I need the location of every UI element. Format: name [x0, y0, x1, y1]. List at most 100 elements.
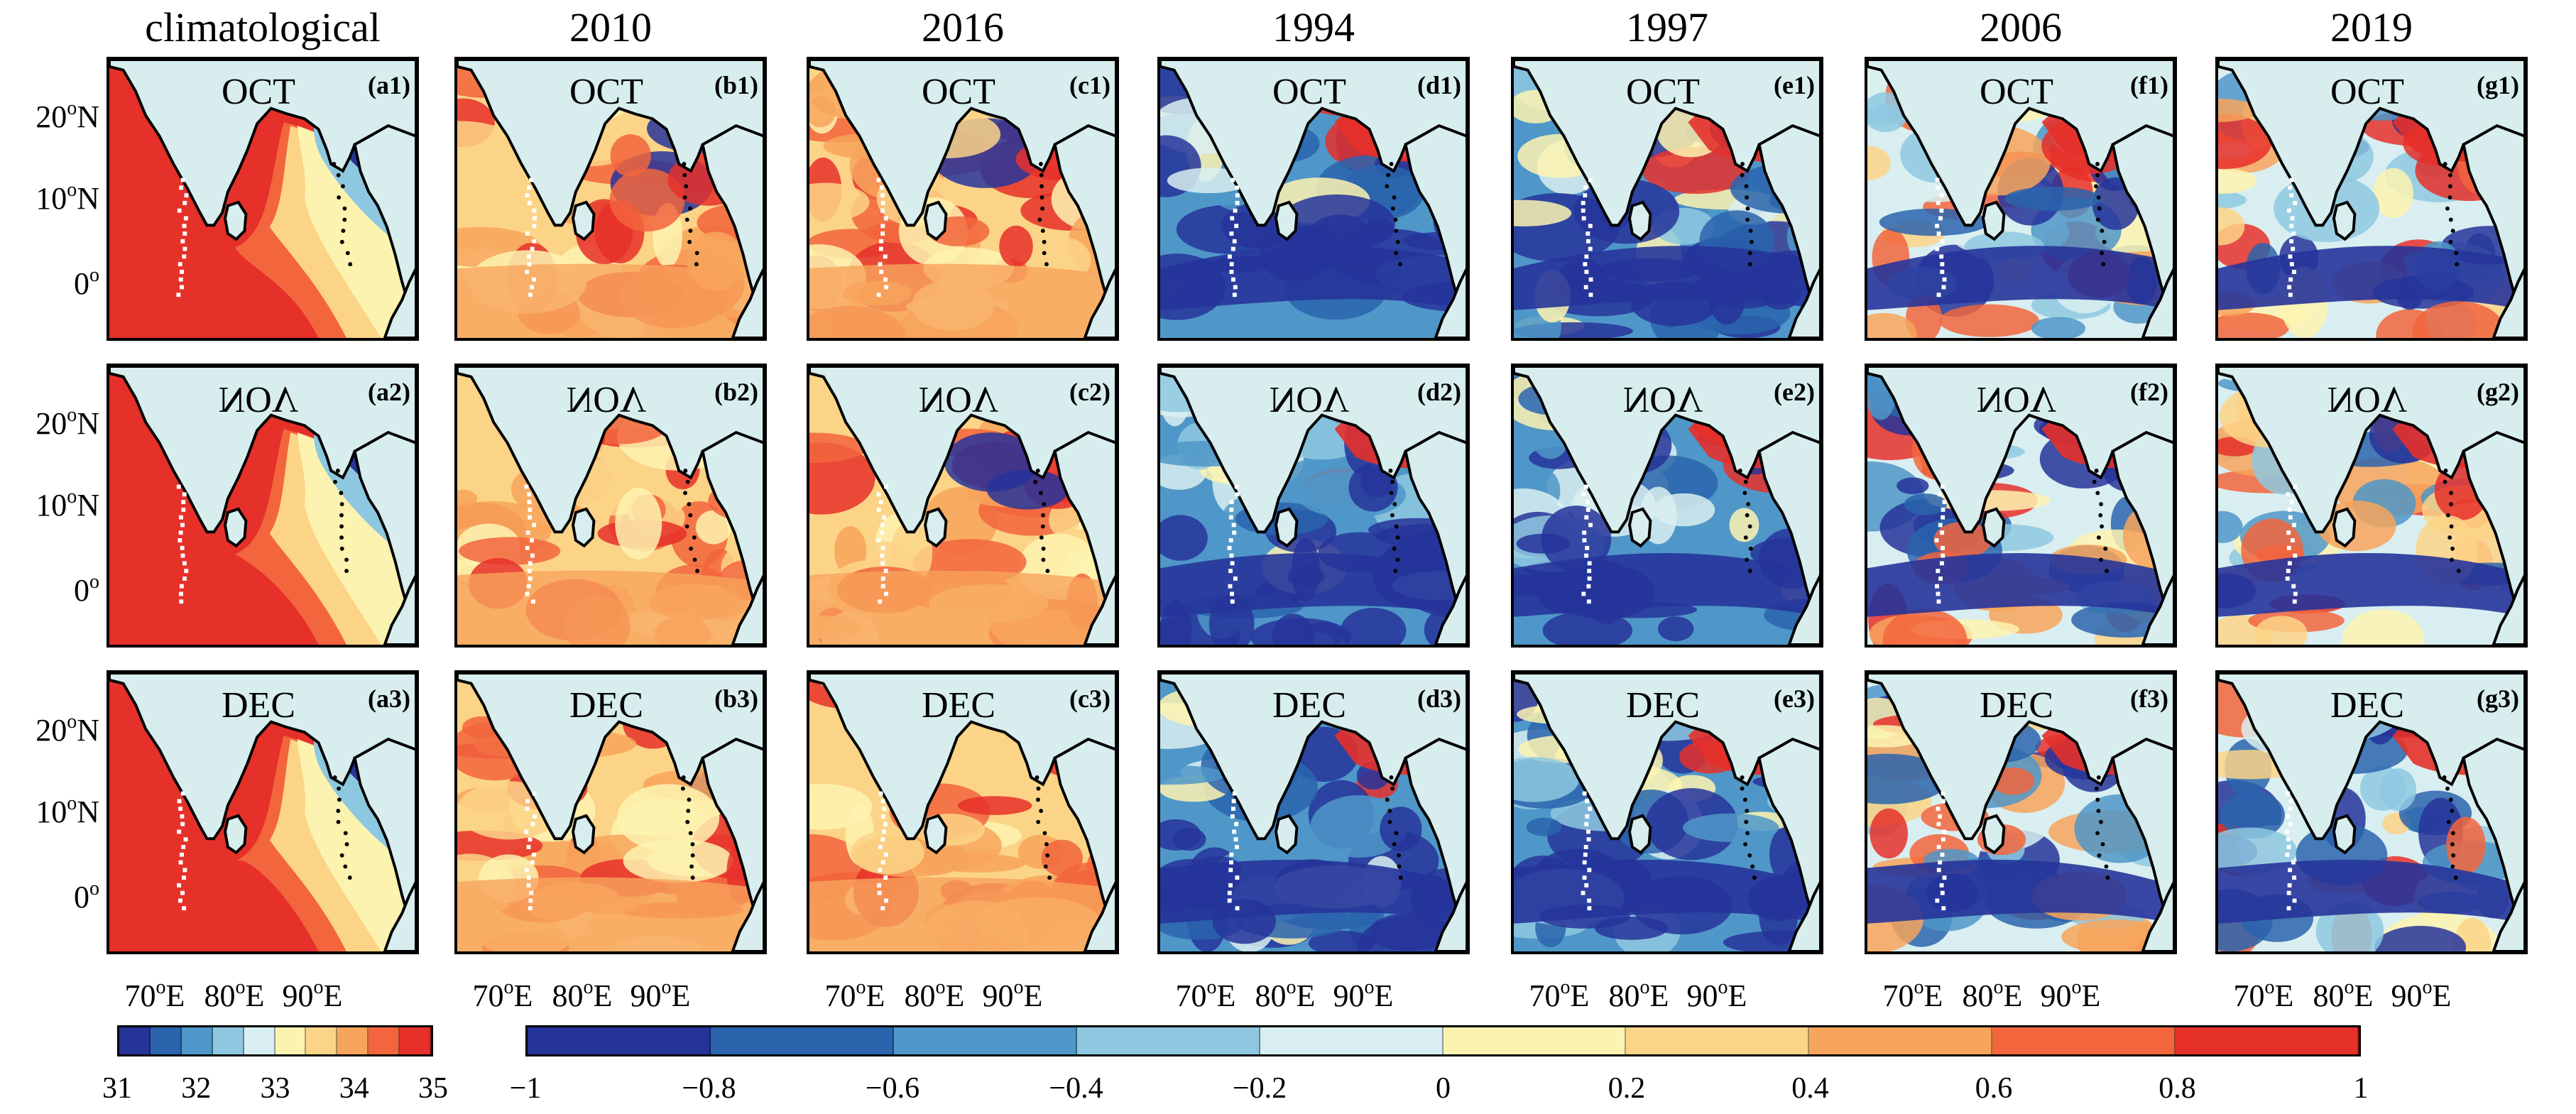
island-marker — [1583, 845, 1588, 849]
island-marker — [1586, 829, 1590, 834]
island-marker — [530, 599, 535, 604]
island-marker — [688, 206, 692, 211]
map-panel: DEC (f3) — [1865, 670, 2177, 954]
island-marker — [2292, 898, 2297, 903]
colorbar-tick: 31 — [102, 1072, 132, 1105]
tick-degree: 70 — [824, 978, 856, 1013]
sri-lanka — [2332, 507, 2357, 548]
island-marker — [182, 254, 187, 259]
island-marker — [2447, 173, 2452, 178]
tick-degree: 20 — [36, 406, 67, 441]
island-marker — [1394, 831, 1399, 836]
island-marker — [2289, 500, 2294, 505]
island-marker — [1388, 469, 1393, 473]
island-marker — [2286, 845, 2291, 849]
island-marker — [1940, 890, 1945, 895]
island-marker — [178, 860, 183, 865]
tick-degree: 80 — [1255, 978, 1287, 1013]
island-marker — [2450, 229, 2455, 234]
colorbar-segment — [181, 1027, 213, 1054]
tick-degree: 70 — [1882, 978, 1914, 1013]
tick-degree: 70 — [2233, 978, 2265, 1013]
island-marker — [878, 868, 883, 873]
island-marker — [332, 775, 337, 780]
island-marker — [180, 890, 185, 895]
anomaly-patch — [695, 510, 731, 545]
map-field — [2218, 366, 2525, 645]
island-marker — [526, 883, 531, 888]
tick-degree: 70 — [124, 978, 156, 1013]
island-marker — [1941, 837, 1945, 842]
island-marker — [681, 775, 686, 780]
island-marker — [1229, 852, 1234, 857]
island-marker — [182, 561, 187, 566]
anomaly-band — [1160, 552, 1467, 617]
island-marker — [1940, 484, 1945, 489]
colorbar-segment — [400, 1027, 432, 1054]
island-marker — [1938, 814, 1943, 819]
island-marker — [180, 523, 185, 528]
map-field — [1514, 60, 1821, 338]
panel-label: (g3) — [2477, 684, 2519, 713]
island-marker — [1583, 852, 1588, 857]
colorbar-segment — [1260, 1027, 1443, 1054]
sri-lanka — [923, 814, 948, 855]
island-marker — [1743, 842, 1748, 847]
island-marker — [527, 500, 532, 505]
anomaly-patch — [609, 168, 685, 232]
anomaly-patch — [1642, 146, 1750, 195]
colorbar-tick: −0.4 — [1049, 1072, 1103, 1105]
island-marker — [2286, 569, 2291, 574]
colorbar-segment — [119, 1027, 151, 1054]
anomaly-patch — [1526, 817, 1562, 836]
island-marker — [1942, 277, 1947, 282]
island-marker — [1942, 500, 1947, 505]
island-marker — [1746, 502, 1751, 506]
anomaly-patch — [2446, 817, 2486, 874]
colorbar-segment — [212, 1027, 244, 1054]
island-marker — [2448, 217, 2453, 222]
island-marker — [685, 479, 690, 484]
island-marker — [526, 584, 531, 589]
island-marker — [881, 814, 885, 819]
island-marker — [1389, 162, 1394, 166]
island-marker — [177, 208, 182, 213]
island-marker — [1235, 185, 1240, 190]
island-marker — [879, 269, 884, 274]
island-marker — [689, 546, 694, 551]
island-marker — [525, 807, 530, 812]
island-marker — [177, 829, 182, 834]
tick-hemisphere: E — [1923, 978, 1943, 1013]
y-tick-label: 10oN — [7, 180, 99, 217]
island-marker — [2287, 883, 2292, 888]
island-marker — [694, 251, 699, 256]
colorbar-segment — [710, 1027, 894, 1054]
panel-label: (a3) — [368, 684, 410, 713]
island-marker — [1582, 791, 1587, 796]
island-marker — [2289, 178, 2294, 182]
anomaly-patch — [2218, 114, 2272, 170]
island-marker — [1228, 254, 1232, 259]
island-marker — [883, 821, 888, 826]
x-tick-label: 90oE — [618, 978, 703, 1014]
island-marker — [1940, 561, 1944, 566]
tick-degree: 10 — [36, 488, 67, 523]
land-mass — [2492, 574, 2525, 645]
anomaly-band — [1160, 246, 1467, 310]
y-tick-label: 10oN — [7, 794, 99, 830]
island-marker — [1233, 837, 1238, 842]
panel-label: (g1) — [2477, 71, 2519, 99]
island-marker — [2449, 524, 2454, 529]
tick-hemisphere: E — [1296, 978, 1316, 1013]
sri-lanka — [2332, 200, 2357, 241]
map-field — [457, 60, 764, 338]
tick-hemisphere: E — [2354, 978, 2374, 1013]
island-marker — [2287, 561, 2292, 566]
island-marker — [682, 173, 687, 178]
tick-degree: 0 — [74, 880, 89, 914]
anomaly-patch — [1541, 506, 1612, 573]
island-marker — [880, 224, 885, 229]
island-marker — [1039, 195, 1044, 200]
island-marker — [1934, 584, 1939, 589]
island-marker — [2100, 524, 2105, 529]
